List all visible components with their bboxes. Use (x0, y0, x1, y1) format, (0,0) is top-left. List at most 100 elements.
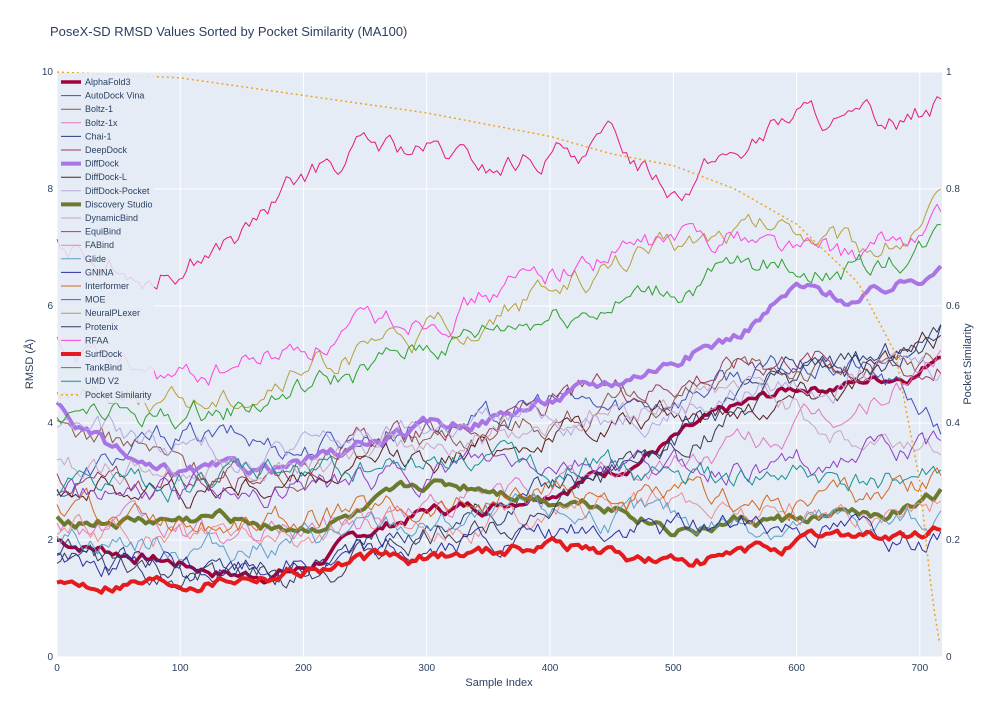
series-line-pocket-similarity (56, 71, 941, 643)
x-tick-label: 0 (54, 663, 60, 674)
series-line-deepdock (56, 350, 942, 500)
series-line-glide (56, 493, 942, 562)
x-tick-label: 200 (295, 663, 312, 674)
legend-label: RFAA (85, 335, 109, 345)
series-group (55, 71, 943, 643)
legend-item-diffdock-l[interactable]: DiffDock-L (61, 172, 127, 182)
y2-tick-label: 0.8 (946, 184, 960, 195)
y-tick-label: 8 (47, 184, 53, 195)
legend-label: UMD V2 (85, 376, 119, 386)
series-line-fabind (56, 490, 942, 555)
legend-item-rfaa[interactable]: RFAA (61, 335, 109, 345)
legend-item-alphafold3[interactable]: AlphaFold3 (61, 77, 131, 87)
legend-label: DeepDock (85, 145, 128, 155)
series-line-boltz-1x (56, 349, 942, 545)
legend-item-fabind[interactable]: FABind (61, 240, 114, 250)
legend-item-glide[interactable]: Glide (61, 254, 106, 264)
legend-item-interformer[interactable]: Interformer (61, 281, 129, 291)
x-tick-label: 100 (172, 663, 189, 674)
legend-label: AutoDock Vina (85, 91, 144, 101)
y2-tick-label: 0.6 (946, 301, 960, 312)
chart-title: PoseX-SD RMSD Values Sorted by Pocket Si… (50, 24, 407, 39)
series-line-alphafold3 (56, 355, 942, 585)
series-line-protenix (56, 324, 942, 589)
y-tick-label: 6 (47, 301, 53, 312)
series-line-diffdock-pocket (56, 350, 942, 474)
series-line-diffdock (55, 264, 943, 477)
legend-item-deepdock[interactable]: DeepDock (61, 145, 128, 155)
legend-item-diffdock[interactable]: DiffDock (61, 159, 119, 169)
legend-item-boltz-1[interactable]: Boltz-1 (61, 104, 113, 114)
legend-label: DiffDock-L (85, 172, 127, 182)
x-tick-label: 700 (911, 663, 928, 674)
y-tick-label: 2 (47, 535, 53, 546)
legend-item-pocket-similarity[interactable]: Pocket Similarity (61, 390, 152, 400)
series-line-surfdock (56, 525, 942, 595)
legend-item-surfdock[interactable]: SurfDock (61, 349, 123, 359)
legend-background (58, 73, 154, 403)
y-tick-label: 10 (42, 67, 54, 78)
series-line-diffdock-l (56, 331, 942, 509)
plot-background (57, 72, 942, 657)
series-line-rfaa (56, 203, 942, 386)
legend-item-neuralplexer[interactable]: NeuralPLexer (61, 308, 140, 318)
legend-label: DiffDock-Pocket (85, 186, 150, 196)
legend-item-dynamicbind[interactable]: DynamicBind (61, 213, 138, 223)
legend-label: GNINA (85, 267, 114, 277)
legend-label: DiffDock (85, 159, 119, 169)
legend-item-discovery-studio[interactable]: Discovery Studio (61, 199, 153, 209)
legend-item-autodock-vina[interactable]: AutoDock Vina (61, 91, 144, 101)
series-line-boltz-1 (56, 352, 942, 492)
series-line-interformer (56, 467, 942, 534)
x-tick-label: 500 (665, 663, 682, 674)
y-tick-label: 4 (47, 418, 53, 429)
legend-item-moe[interactable]: MOE (61, 295, 106, 305)
legend-item-diffdock-pocket[interactable]: DiffDock-Pocket (61, 186, 150, 196)
series-line-tankbind (56, 224, 941, 430)
legend-item-chai-1[interactable]: Chai-1 (61, 131, 112, 141)
series-line-discovery-studio (55, 478, 943, 538)
y2-tick-label: 0.4 (946, 418, 960, 429)
legend-label: MOE (85, 295, 106, 305)
series-line-neuralplexer (56, 188, 942, 413)
legend-item-umd-v2[interactable]: UMD V2 (61, 376, 119, 386)
y2-tick-label: 0.2 (946, 535, 960, 546)
legend-label: TankBind (85, 363, 122, 373)
legend-label: Pocket Similarity (85, 390, 152, 400)
legend-label: Interformer (85, 281, 129, 291)
series-line-equibind (56, 96, 942, 290)
legend-item-equibind[interactable]: EquiBind (61, 227, 121, 237)
legend-label: FABind (85, 240, 114, 250)
legend-label: NeuralPLexer (85, 308, 140, 318)
legend-label: Chai-1 (85, 131, 112, 141)
x-axis-ticks: 0 100 200 300 400 500 600 700 (54, 663, 928, 674)
series-line-gnina (56, 512, 942, 586)
y2-axis-title: Pocket Similarity (962, 323, 974, 405)
x-axis-title: Sample Index (465, 677, 533, 689)
y-tick-label: 0 (47, 652, 53, 663)
y2-axis-ticks: 0 0.2 0.4 0.6 0.8 1 (946, 67, 960, 663)
legend[interactable]: AlphaFold3 AutoDock Vina Boltz-1 Boltz-1x Ch… (58, 73, 154, 403)
legend-label: Glide (85, 254, 106, 264)
x-tick-label: 400 (542, 663, 559, 674)
legend-label: Discovery Studio (85, 199, 153, 209)
legend-label: EquiBind (85, 227, 121, 237)
legend-label: Boltz-1x (85, 118, 118, 128)
legend-item-gnina[interactable]: GNINA (61, 267, 114, 277)
legend-label: SurfDock (85, 349, 123, 359)
legend-label: Boltz-1 (85, 104, 113, 114)
legend-label: AlphaFold3 (85, 77, 131, 87)
legend-item-boltz-1x[interactable]: Boltz-1x (61, 118, 118, 128)
legend-item-protenix[interactable]: Protenix (61, 322, 119, 332)
y2-tick-label: 1 (946, 67, 952, 78)
series-line-dynamicbind (56, 375, 942, 486)
y-axis-title: RMSD (Å) (23, 339, 36, 389)
series-line-chai-1 (56, 325, 942, 590)
legend-item-tankbind[interactable]: TankBind (61, 363, 122, 373)
y-axis-ticks: 0 2 4 6 8 10 (42, 67, 54, 663)
x-tick-label: 300 (418, 663, 435, 674)
x-tick-label: 600 (788, 663, 805, 674)
legend-label: DynamicBind (85, 213, 138, 223)
